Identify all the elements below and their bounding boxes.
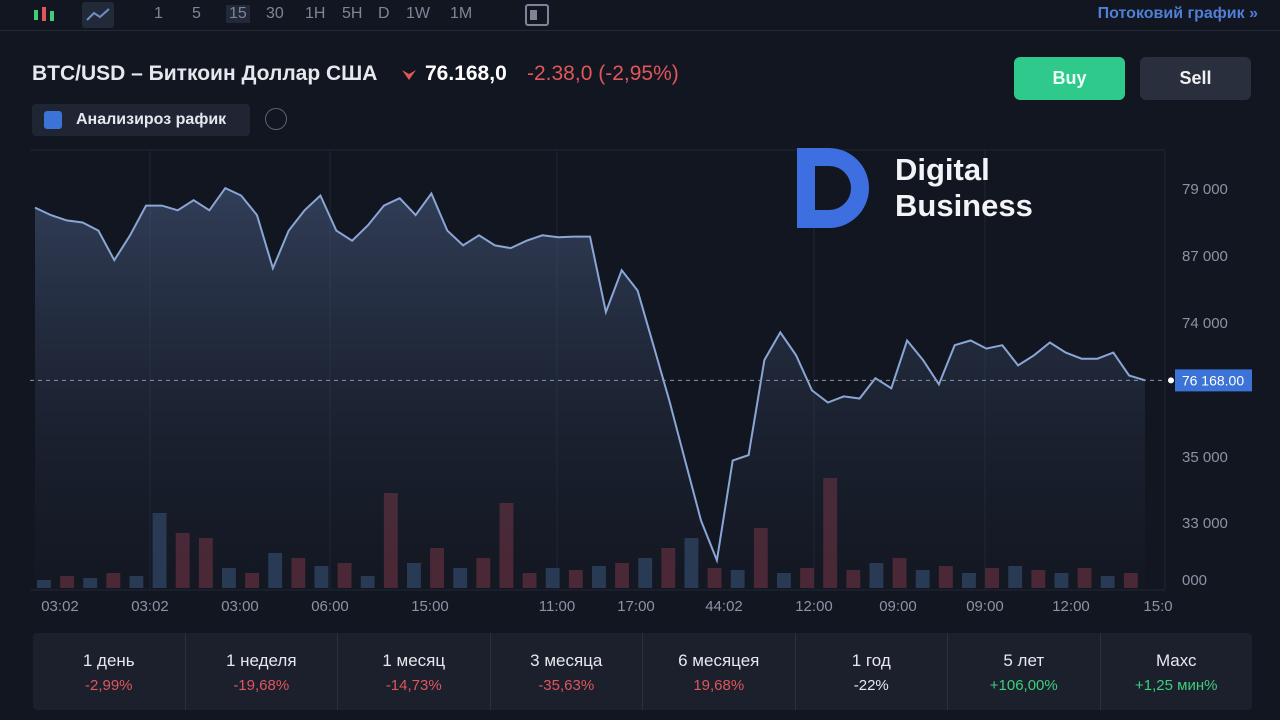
price: 76.168,0 xyxy=(425,62,507,85)
period-name: 1 месяц xyxy=(382,651,446,670)
period-change: -35,63% xyxy=(538,677,595,694)
interval-button[interactable]: D xyxy=(378,5,390,22)
x-axis-label: 11:00 xyxy=(539,598,575,615)
x-axis-label: 03:02 xyxy=(41,598,79,615)
period-cell[interactable]: 1 неделя -19,68% xyxy=(186,633,338,710)
period-name: 1 день xyxy=(82,651,135,670)
x-axis-label: 12:00 xyxy=(1052,598,1090,615)
interval-button[interactable]: 15 xyxy=(226,5,250,23)
y-axis-label: 87 000 xyxy=(1182,248,1228,265)
period-change: -2,99% xyxy=(84,677,133,694)
period-change: -22% xyxy=(853,677,889,694)
info-icon[interactable] xyxy=(265,108,287,130)
period-cell[interactable]: 1 месяц -14,73% xyxy=(338,633,491,710)
period-cell[interactable]: 5 лет +106,00% xyxy=(948,633,1101,710)
layout-icon[interactable] xyxy=(524,3,550,27)
analysis-icon xyxy=(44,111,62,129)
period-cell[interactable]: 1 день -2,99% xyxy=(33,633,186,710)
interval-button[interactable]: 30 xyxy=(266,5,284,22)
period-cell[interactable]: 1 год -22% xyxy=(796,633,948,710)
y-axis-label: 000 xyxy=(1182,572,1207,589)
period-change: -19,68% xyxy=(233,677,290,694)
stream-link[interactable]: Потоковий график » xyxy=(1097,5,1258,22)
period-change: 19,68% xyxy=(693,677,745,694)
pair-name: BTC/USD – Биткоин Доллар США xyxy=(32,62,378,85)
analysis-label: Анализироз рафик xyxy=(76,111,227,128)
line-chart-icon[interactable] xyxy=(82,2,114,28)
logo-line: Business xyxy=(895,188,1033,223)
y-axis-label: 74 000 xyxy=(1182,315,1228,332)
period-cell[interactable]: 6 месяцея 19,68% xyxy=(643,633,796,710)
current-price-dot xyxy=(1168,377,1174,384)
period-change: +1,25 мин% xyxy=(1135,677,1218,694)
logo-text: Digital Business xyxy=(895,152,1033,224)
x-axis-label: 09:00 xyxy=(966,598,1004,615)
y-axis-label: 33 000 xyxy=(1182,515,1228,532)
x-axis-label: 09:00 xyxy=(879,598,917,615)
x-axis-label: 15:00 xyxy=(411,598,449,615)
y-axis-label: 35 000 xyxy=(1182,449,1228,466)
period-change: +106,00% xyxy=(989,677,1058,694)
buy-button[interactable]: Buy xyxy=(1014,57,1125,100)
period-name: 3 месяца xyxy=(530,651,603,670)
sell-button[interactable]: Sell xyxy=(1140,57,1251,100)
interval-button[interactable]: 5 xyxy=(192,5,201,22)
interval-button[interactable]: 1W xyxy=(406,5,430,22)
logo-line: Digital xyxy=(895,152,990,187)
interval-button[interactable]: 1H xyxy=(305,5,326,22)
period-name: Махс xyxy=(1155,651,1197,670)
logo-mark xyxy=(797,148,869,228)
x-axis-label: 03:02 xyxy=(131,598,169,615)
interval-button[interactable]: 1 xyxy=(154,5,163,22)
period-name: 1 год xyxy=(851,651,891,670)
period-table: 1 день -2,99% 1 неделя -19,68% 1 месяц -14,73… xyxy=(33,633,1252,710)
down-icon xyxy=(402,70,416,80)
period-name: 1 неделя xyxy=(225,651,297,670)
price-line xyxy=(34,186,1146,565)
price-area xyxy=(35,188,1145,590)
analysis-button[interactable]: Анализироз рафик xyxy=(32,104,250,136)
x-axis-label: 03:00 xyxy=(221,598,259,615)
y-axis-label: 79 000 xyxy=(1182,181,1228,198)
current-price-box xyxy=(1175,369,1252,392)
price-change: -2.38,0 (-2,95%) xyxy=(527,62,679,85)
x-axis-label: 17:00 xyxy=(617,598,655,615)
x-axis-label: 12:00 xyxy=(795,598,833,615)
x-axis-label: 44:02 xyxy=(705,598,743,615)
x-axis-label: 06:00 xyxy=(311,598,349,615)
interval-button[interactable]: 1M xyxy=(450,5,473,22)
x-axis-label: 15:0 xyxy=(1143,598,1172,615)
period-cell[interactable]: 3 месяца -35,63% xyxy=(491,633,643,710)
candles-icon xyxy=(34,7,54,21)
toolbar: 1 5 15 30 1H 5H D 1W 1M Потоковий график » xyxy=(0,0,1280,31)
period-change: -14,73% xyxy=(385,677,442,694)
period-name: 5 лет xyxy=(1003,651,1045,670)
current-price-label: 76 168.00 xyxy=(1182,372,1244,388)
period-name: 6 месяцея xyxy=(678,651,760,670)
interval-button[interactable]: 5H xyxy=(342,5,363,22)
period-cell[interactable]: Махс +1,25 мин% xyxy=(1101,633,1253,710)
